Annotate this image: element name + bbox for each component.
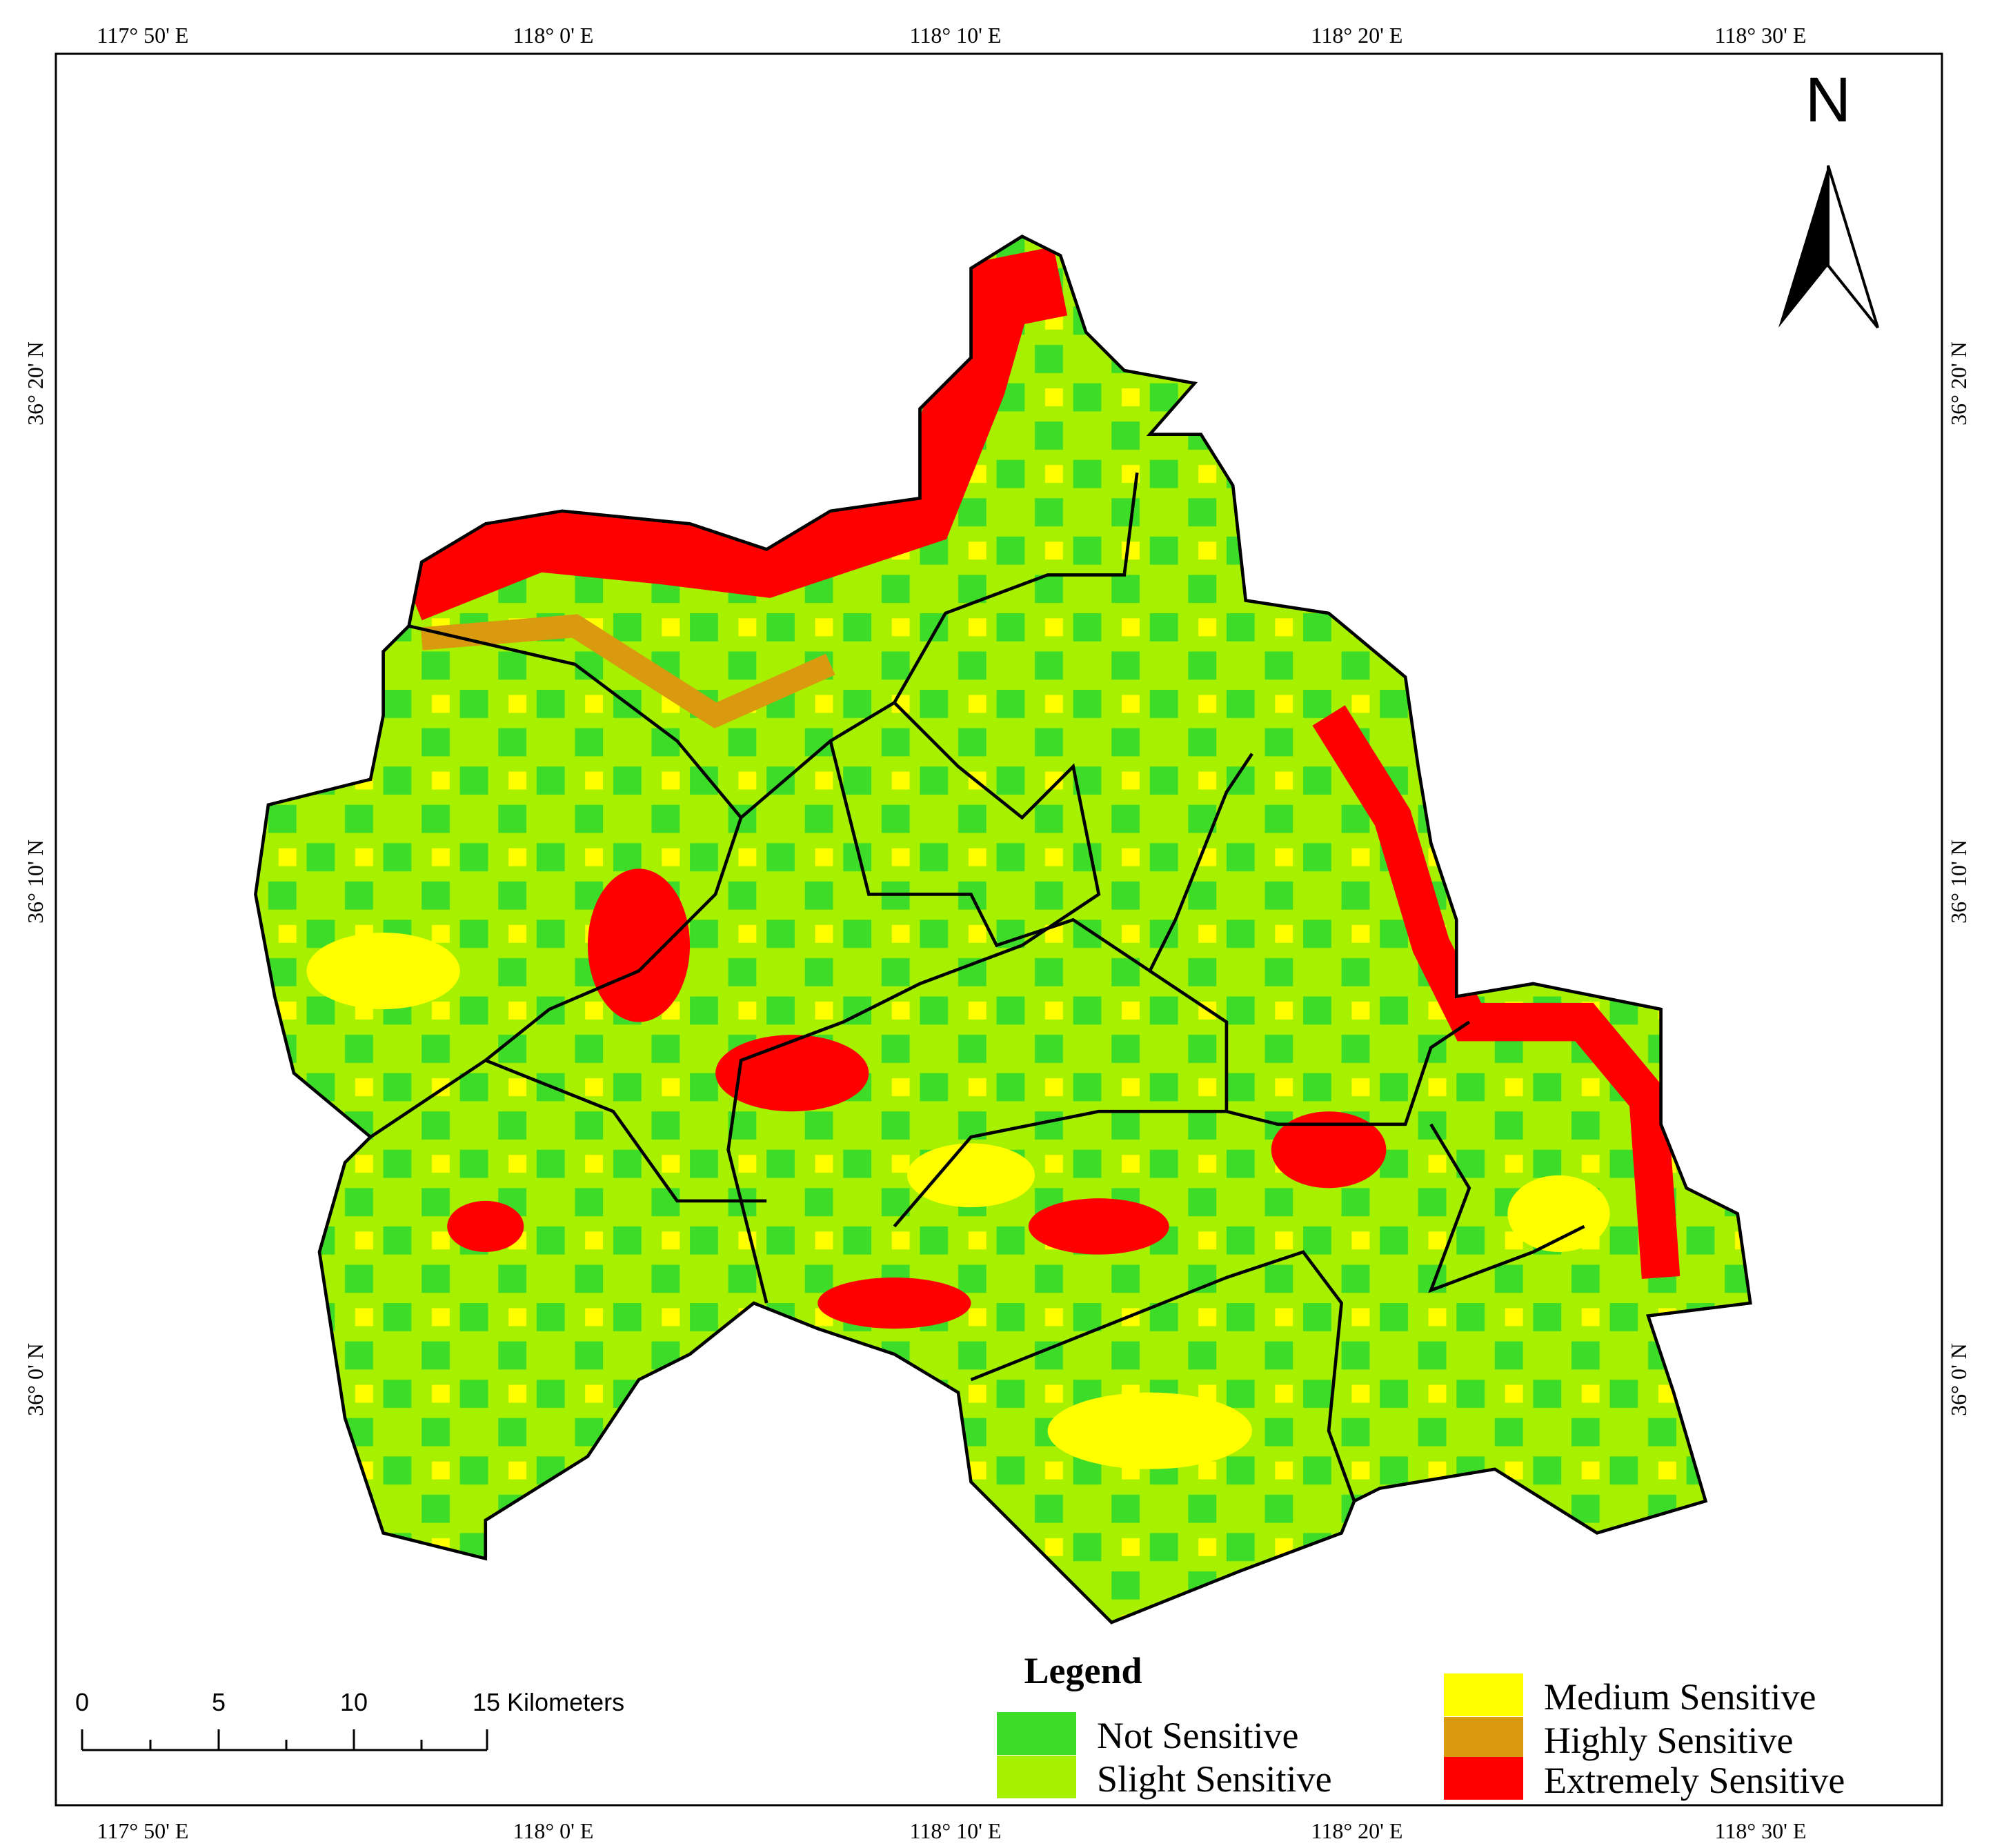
longitude-label: 118° 30' E	[1715, 1818, 1807, 1843]
legend-label: Slight Sensitive	[1097, 1758, 1332, 1800]
latitude-label: 36° 0' N	[23, 1343, 48, 1416]
legend-label: Not Sensitive	[1097, 1715, 1299, 1756]
legend-swatch	[1444, 1673, 1523, 1716]
longitude-label: 118° 20' E	[1311, 1818, 1403, 1843]
legend-swatch	[1444, 1717, 1523, 1760]
scale-bar	[81, 1729, 488, 1751]
scale-label: 0	[75, 1688, 89, 1716]
longitude-label: 118° 20' E	[1311, 23, 1403, 48]
scale-label: 10	[340, 1688, 368, 1716]
latitude-label: 36° 20' N	[23, 341, 48, 426]
legend-swatch	[997, 1712, 1076, 1755]
longitude-label: 117° 50' E	[97, 23, 189, 48]
latitude-label: 36° 20' N	[1946, 341, 1971, 426]
latitude-label: 36° 10' N	[1946, 839, 1971, 924]
legend-swatch	[1444, 1757, 1523, 1800]
legend-swatch	[997, 1756, 1076, 1798]
scale-label: 5	[212, 1688, 226, 1716]
longitude-label: 118° 10' E	[910, 1818, 1002, 1843]
longitude-label: 118° 30' E	[1715, 23, 1807, 48]
latitude-label: 36° 10' N	[23, 839, 48, 924]
longitude-label: 118° 0' E	[513, 1818, 594, 1843]
latitude-label: 36° 0' N	[1946, 1343, 1971, 1416]
legend-label: Highly Sensitive	[1544, 1720, 1794, 1761]
legend-title: Legend	[1024, 1650, 1142, 1691]
legend-label: Extremely Sensitive	[1544, 1760, 1845, 1801]
north-arrow	[1778, 165, 1879, 329]
longitude-label: 118° 10' E	[910, 23, 1002, 48]
longitude-label: 118° 0' E	[513, 23, 594, 48]
scale-label: 15 Kilometers	[473, 1688, 624, 1716]
north-label: N	[1805, 65, 1851, 135]
longitude-label: 117° 50' E	[97, 1818, 189, 1843]
legend-label: Medium Sensitive	[1544, 1676, 1816, 1718]
